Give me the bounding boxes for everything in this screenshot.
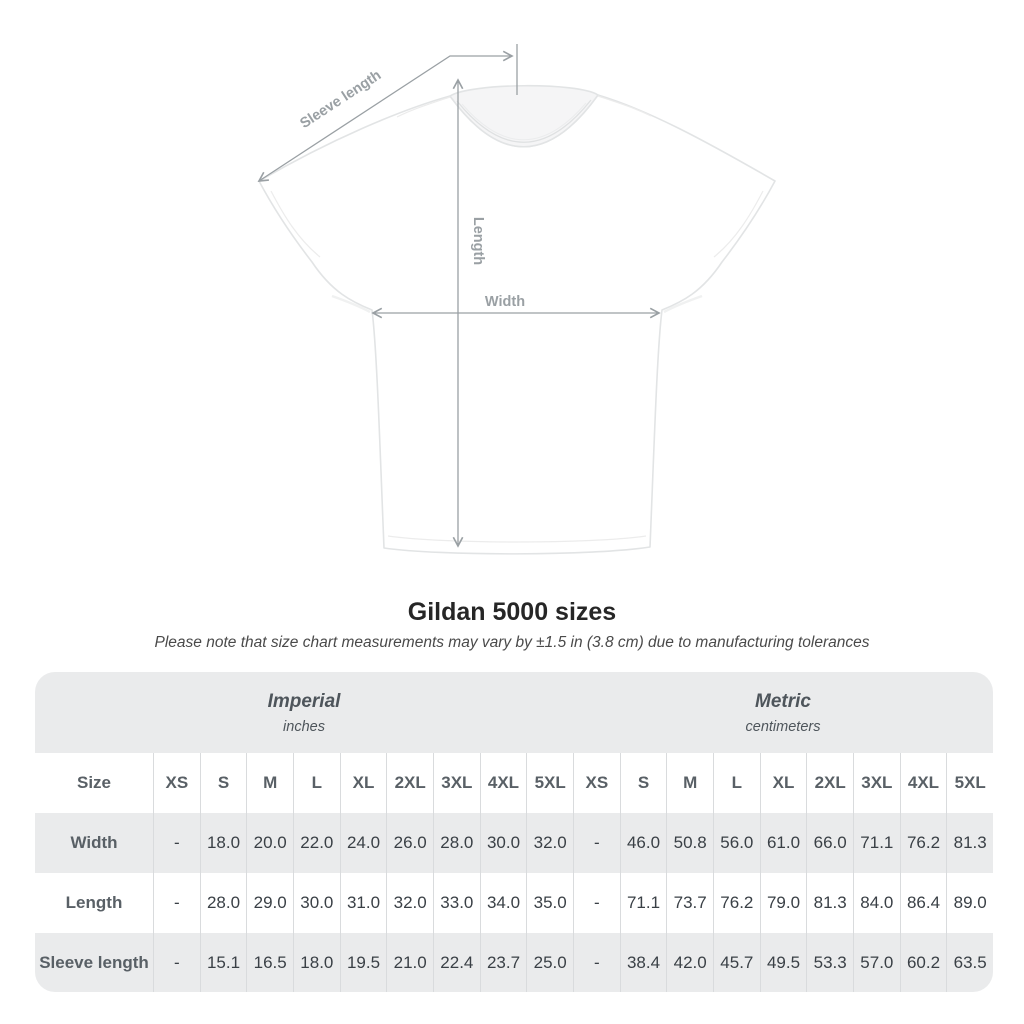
cell-metric: 76.2: [899, 813, 947, 873]
cell-metric: 61.0: [759, 813, 807, 873]
size-header-imperial-M: M: [246, 753, 293, 813]
row-label: Sleeve length: [35, 933, 153, 992]
size-header-metric-4XL: 4XL: [899, 753, 947, 813]
cell-imperial: -: [153, 933, 200, 992]
unit-group-metric: Metric centimeters: [573, 672, 993, 753]
cell-imperial: 25.0: [526, 933, 573, 992]
cell-imperial: 31.0: [339, 873, 387, 933]
cell-imperial: 28.0: [433, 813, 480, 873]
tshirt-measurement-diagram: Sleeve length Length Width: [257, 44, 776, 555]
cell-imperial: 22.4: [433, 933, 480, 992]
size-header-imperial-3XL: 3XL: [433, 753, 480, 813]
cell-metric: 81.3: [946, 813, 993, 873]
size-header-metric-3XL: 3XL: [853, 753, 900, 813]
cell-imperial: 15.1: [199, 933, 247, 992]
cell-metric: 71.1: [619, 873, 667, 933]
cell-metric: 49.5: [759, 933, 807, 992]
cell-imperial: 23.7: [479, 933, 527, 992]
cell-imperial: 33.0: [433, 873, 480, 933]
cell-imperial: 32.0: [526, 813, 573, 873]
cell-metric: -: [573, 873, 620, 933]
length-label: Length: [470, 217, 486, 265]
row-label: Width: [35, 813, 153, 873]
cell-imperial: 18.0: [199, 813, 247, 873]
cell-imperial: 34.0: [479, 873, 527, 933]
cell-metric: 79.0: [759, 873, 807, 933]
cell-metric: 46.0: [619, 813, 667, 873]
size-header-imperial-L: L: [293, 753, 340, 813]
cell-metric: 63.5: [946, 933, 993, 992]
size-header-metric-S: S: [619, 753, 667, 813]
cell-imperial: 18.0: [293, 933, 340, 992]
page-title: Gildan 5000 sizes: [407, 598, 617, 626]
size-header-metric-XS: XS: [573, 753, 620, 813]
cell-metric: -: [573, 933, 620, 992]
cell-imperial: 29.0: [246, 873, 293, 933]
row-label: Length: [35, 873, 153, 933]
width-label: Width: [485, 294, 525, 310]
cell-imperial: 19.5: [339, 933, 387, 992]
size-header-imperial-5XL: 5XL: [526, 753, 573, 813]
cell-imperial: 22.0: [293, 813, 340, 873]
size-header-imperial-S: S: [199, 753, 247, 813]
cell-metric: -: [573, 813, 620, 873]
cell-metric: 84.0: [853, 873, 900, 933]
page-subtitle: Please note that size chart measurements…: [154, 634, 870, 651]
unit-group-imperial-subtitle: inches: [283, 718, 325, 735]
title-block: Gildan 5000 sizes Please note that size …: [0, 597, 1024, 652]
size-header-metric-M: M: [666, 753, 713, 813]
cell-metric: 57.0: [853, 933, 900, 992]
cell-metric: 56.0: [713, 813, 760, 873]
cell-metric: 60.2: [899, 933, 947, 992]
size-header-imperial-XL: XL: [339, 753, 387, 813]
sleeve-length-arrow: [257, 50, 514, 182]
unit-group-imperial-title: Imperial: [267, 690, 341, 712]
cell-metric: 81.3: [806, 873, 853, 933]
cell-imperial: 30.0: [293, 873, 340, 933]
cell-metric: 42.0: [666, 933, 713, 992]
measurement-arrows: [257, 44, 661, 548]
cell-metric: 71.1: [853, 813, 900, 873]
sleeve-length-label: Sleeve length: [297, 67, 384, 132]
cell-metric: 89.0: [946, 873, 993, 933]
cell-imperial: 28.0: [199, 873, 247, 933]
size-header-metric-2XL: 2XL: [806, 753, 853, 813]
unit-group-metric-title: Metric: [755, 690, 811, 712]
cell-metric: 86.4: [899, 873, 947, 933]
size-header-metric-XL: XL: [759, 753, 807, 813]
cell-imperial: -: [153, 813, 200, 873]
size-header-metric-L: L: [713, 753, 760, 813]
cell-metric: 53.3: [806, 933, 853, 992]
cell-metric: 38.4: [619, 933, 667, 992]
cell-imperial: 21.0: [386, 933, 433, 992]
size-header-metric-5XL: 5XL: [946, 753, 993, 813]
cell-imperial: 26.0: [386, 813, 433, 873]
size-table: Imperial inches Metric centimeters Size X…: [35, 672, 993, 992]
unit-group-metric-subtitle: centimeters: [745, 718, 821, 735]
cell-metric: 66.0: [806, 813, 853, 873]
cell-imperial: 20.0: [246, 813, 293, 873]
cell-metric: 50.8: [666, 813, 713, 873]
cell-metric: 76.2: [713, 873, 760, 933]
unit-group-imperial: Imperial inches: [35, 672, 573, 753]
cell-imperial: -: [153, 873, 200, 933]
cell-imperial: 24.0: [339, 813, 387, 873]
cell-metric: 73.7: [666, 873, 713, 933]
tshirt-illustration: [258, 84, 776, 555]
cell-metric: 45.7: [713, 933, 760, 992]
cell-imperial: 30.0: [479, 813, 527, 873]
cell-imperial: 32.0: [386, 873, 433, 933]
size-header-imperial-XS: XS: [153, 753, 200, 813]
size-column-header: Size: [35, 753, 153, 813]
cell-imperial: 35.0: [526, 873, 573, 933]
size-header-imperial-2XL: 2XL: [386, 753, 433, 813]
size-header-imperial-4XL: 4XL: [479, 753, 527, 813]
cell-imperial: 16.5: [246, 933, 293, 992]
